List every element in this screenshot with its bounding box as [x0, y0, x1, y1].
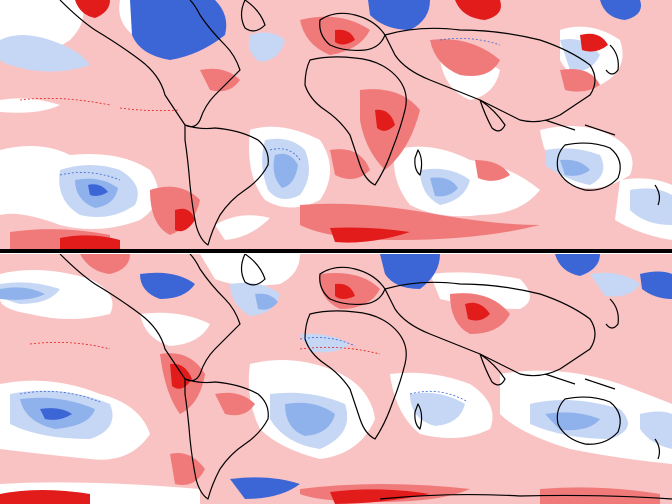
- africa-outline: [304, 310, 407, 440]
- greenland-outline: [240, 0, 266, 32]
- anomaly-map-top: [0, 0, 672, 250]
- warm-strong-areas: [0, 283, 490, 504]
- madagascar-outline: [414, 149, 423, 176]
- cool-strong-areas: [88, 0, 641, 196]
- map-canvas-bottom: [0, 254, 672, 504]
- cool-light-areas: [0, 32, 672, 225]
- contour-lines: [19, 337, 469, 403]
- new-zealand-outline: [654, 438, 661, 460]
- greenland-outline: [240, 254, 266, 286]
- japan-outline: [605, 298, 619, 329]
- contour-lines-warm: [19, 97, 181, 112]
- india-outline: [479, 353, 506, 386]
- warm-strong-areas: [60, 0, 608, 250]
- europe-outline: [319, 12, 386, 52]
- japan-outline: [605, 44, 619, 75]
- australia-outline: [556, 142, 621, 191]
- south-america-outline: [184, 124, 269, 246]
- north-america-outline: [59, 254, 241, 382]
- australia-outline: [556, 396, 621, 445]
- coastlines: [59, 0, 661, 246]
- antarctica-outline: [379, 493, 672, 500]
- north-america-outline: [59, 0, 241, 128]
- map-canvas-top: [0, 0, 672, 250]
- contour-lines: [59, 37, 501, 181]
- asia-outline: [384, 27, 596, 123]
- contour-lines-warm: [29, 341, 381, 355]
- india-outline: [479, 99, 506, 132]
- asia-outline: [384, 281, 596, 377]
- south-america-outline: [184, 378, 269, 500]
- coastlines: [59, 254, 672, 500]
- madagascar-outline: [414, 403, 423, 430]
- europe-outline: [319, 266, 386, 306]
- panel-divider: [0, 249, 672, 253]
- cool-strong-areas: [40, 254, 672, 499]
- maritime-continent-outline: [544, 119, 616, 136]
- maritime-continent-outline: [544, 373, 616, 390]
- anomaly-map-bottom: [0, 254, 672, 504]
- new-zealand-outline: [654, 184, 661, 206]
- africa-outline: [304, 56, 407, 186]
